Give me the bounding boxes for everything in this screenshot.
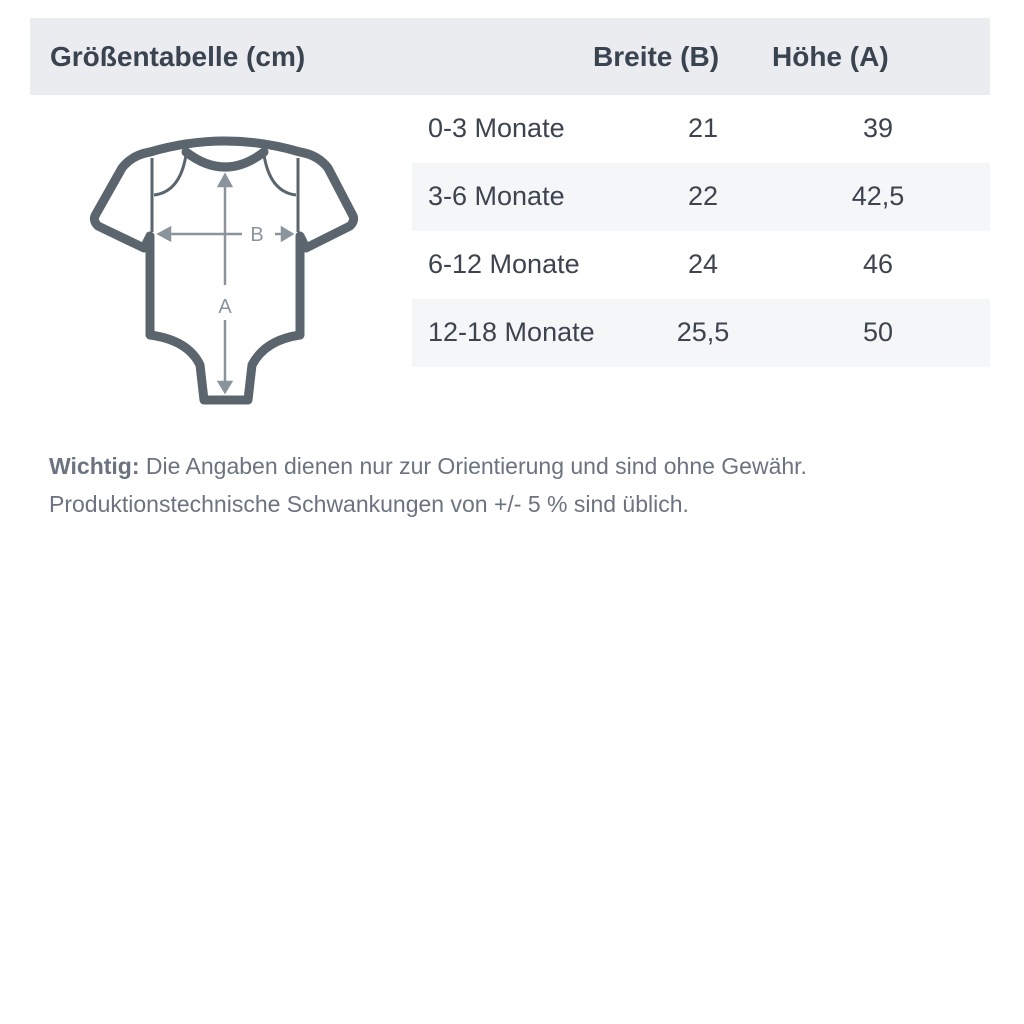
table-row: 0-3 Monate 21 39	[412, 95, 990, 163]
table-row: 12-18 Monate 25,5 50	[412, 299, 990, 367]
size-label: 0-3 Monate	[428, 113, 565, 143]
hoehe-value: 46	[862, 249, 894, 279]
hoehe-value: 42,5	[851, 181, 905, 211]
note-line2: Produktionstechnische Schwankungen von +…	[49, 491, 689, 517]
size-label: 3-6 Monate	[428, 181, 565, 211]
onesie-seams	[150, 154, 300, 232]
note-label: Wichtig:	[49, 453, 140, 479]
table-header: Größentabelle (cm) Breite (B) Höhe (A)	[30, 18, 990, 95]
label-b: B	[250, 224, 263, 246]
disclaimer-note: Wichtig: Die Angaben dienen nur zur Orie…	[49, 447, 999, 523]
breite-value: 21	[687, 113, 719, 143]
table-title: Größentabelle (cm)	[50, 41, 306, 72]
note-line1: Die Angaben dienen nur zur Orientierung …	[139, 453, 807, 479]
onesie-outline	[89, 136, 359, 405]
table-row: 6-12 Monate 24 46	[412, 231, 990, 299]
measure-arrows	[156, 172, 295, 395]
breite-value: 25,5	[676, 317, 730, 347]
size-label: 6-12 Monate	[428, 249, 580, 279]
onesie-diagram: B A	[89, 136, 359, 405]
hoehe-value: 39	[862, 113, 894, 143]
breite-value: 24	[687, 249, 719, 279]
column-header-hoehe: Höhe (A)	[772, 41, 889, 72]
table-row: 3-6 Monate 22 42,5	[412, 163, 990, 231]
breite-value: 22	[687, 181, 719, 211]
size-label: 12-18 Monate	[428, 317, 595, 347]
hoehe-value: 50	[862, 317, 894, 347]
column-header-breite: Breite (B)	[593, 41, 720, 72]
label-a: A	[218, 296, 232, 318]
